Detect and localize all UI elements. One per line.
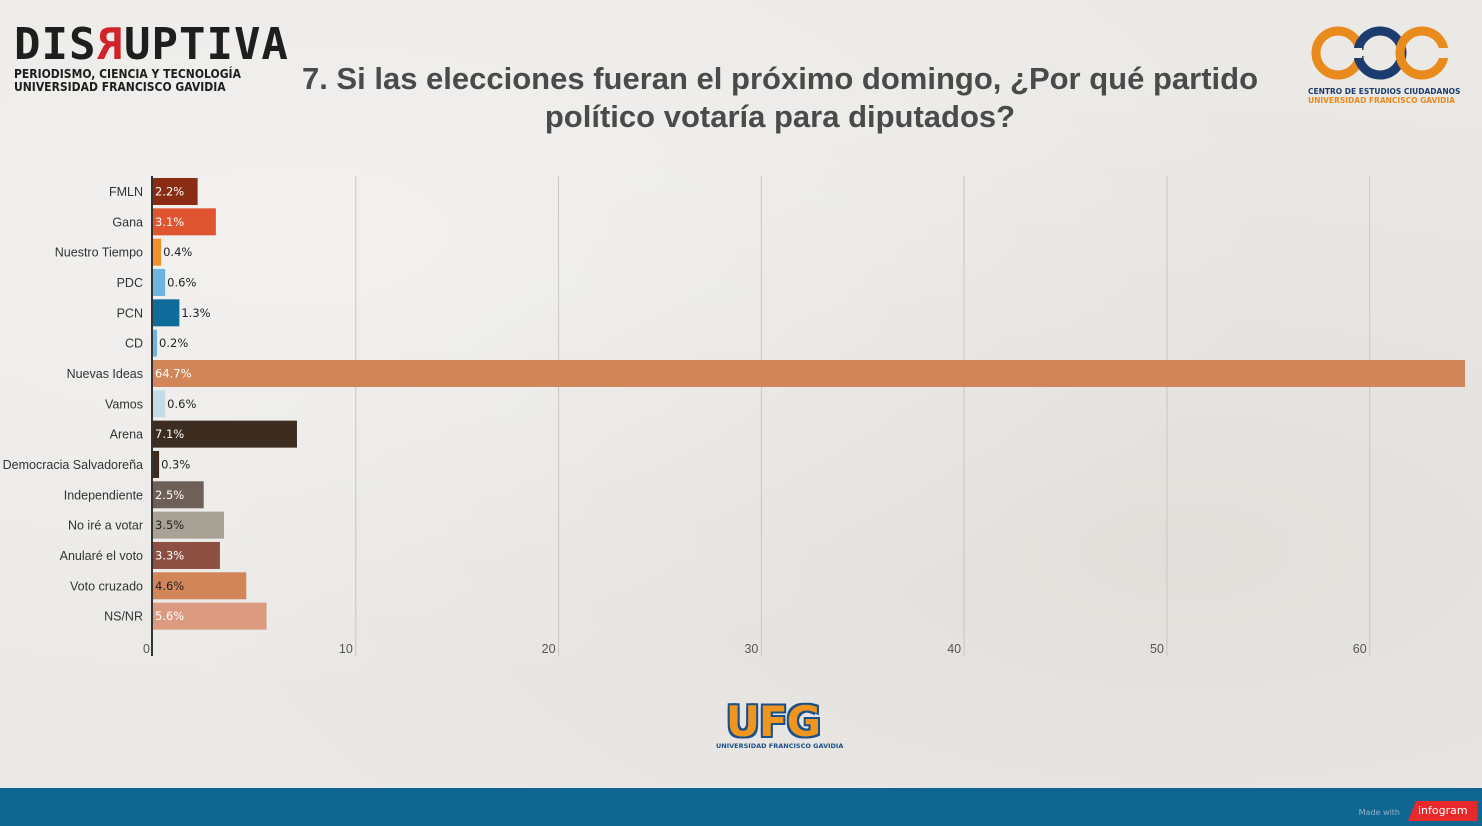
category-label: CD — [125, 337, 143, 351]
category-label: Independiente — [64, 488, 143, 502]
bar — [153, 390, 166, 418]
bar — [153, 602, 267, 630]
value-label: 0.4% — [163, 245, 192, 259]
bar — [153, 511, 224, 539]
bar — [153, 268, 166, 296]
background — [0, 0, 1482, 788]
bar — [153, 208, 216, 236]
value-label: 0.6% — [167, 275, 196, 289]
category-label: PCN — [117, 306, 143, 320]
infogram-badge[interactable]: infogram — [1408, 801, 1478, 821]
ufg-name: UNIVERSIDAD FRANCISCO GAVIDIA — [716, 742, 844, 750]
category-label: No iré a votar — [68, 519, 143, 533]
value-label: 3.5% — [155, 518, 184, 532]
category-label: Voto cruzado — [70, 579, 143, 593]
value-label: 3.3% — [155, 548, 184, 562]
cec-logo-icon — [1311, 26, 1450, 80]
category-label: Democracia Salvadoreña — [3, 458, 143, 472]
x-tick-label: 20 — [542, 642, 556, 656]
category-label: Anularé el voto — [60, 549, 143, 563]
wordmark-reversed-r: R — [96, 19, 124, 70]
x-tick-label: 60 — [1353, 642, 1367, 656]
cec-logo: CENTRO DE ESTUDIOS CIUDADANOS UNIVERSIDA… — [1308, 24, 1461, 105]
value-label: 64.7% — [155, 366, 192, 380]
chart-title: 7. Si las elecciones fueran el próximo d… — [260, 60, 1300, 136]
category-label: PDC — [117, 276, 143, 290]
bar — [153, 420, 297, 448]
category-label: Vamos — [105, 397, 143, 411]
made-with-label: Made with — [1358, 808, 1400, 817]
disruptiva-university: UNIVERSIDAD FRANCISCO GAVIDIA — [14, 80, 226, 94]
disruptiva-logo: DIS R UPTIVA PERIODISMO, CIENCIA Y TECNOLO… — [14, 19, 288, 94]
ufg-logo: UFG UNIVERSIDAD FRANCISCO GAVIDIA — [716, 697, 844, 751]
bar — [153, 238, 162, 266]
ufg-wordmark: UFG — [725, 697, 821, 746]
value-label: 3.1% — [155, 215, 184, 229]
title-line-1: 7. Si las elecciones fueran el próximo d… — [301, 61, 1259, 96]
bar — [153, 299, 180, 327]
x-tick-label: 50 — [1150, 642, 1164, 656]
category-label: Arena — [110, 428, 143, 442]
disruptiva-tagline: PERIODISMO, CIENCIA Y TECNOLOGÍA — [14, 67, 241, 81]
cec-name: CENTRO DE ESTUDIOS CIUDADANOS — [1308, 87, 1461, 96]
value-label: 2.5% — [155, 488, 184, 502]
bar — [153, 481, 204, 509]
bar — [153, 541, 220, 569]
bar — [153, 329, 158, 357]
disruptiva-wordmark: DIS R UPTIVA — [14, 19, 288, 70]
bar — [153, 450, 160, 478]
category-label: Nuevas Ideas — [67, 367, 143, 381]
bar — [153, 572, 247, 600]
title-line-2: político votaría para diputados? — [544, 99, 1016, 134]
x-tick-label: 30 — [744, 642, 758, 656]
value-label: 0.2% — [159, 336, 188, 350]
value-label: 1.3% — [181, 306, 210, 320]
value-label: 4.6% — [155, 579, 184, 593]
x-tick-label: 40 — [947, 642, 961, 656]
value-label: 2.2% — [155, 185, 184, 199]
category-label: FMLN — [109, 185, 143, 199]
bar-chart: 0 10 20 30 40 50 60 FMLN 2.2% Gana 3.1% Nuestro Tie… — [3, 176, 1465, 656]
x-tick-label: 10 — [339, 642, 353, 656]
category-label: Nuestro Tiempo — [55, 246, 143, 260]
cec-university: UNIVERSIDAD FRANCISCO GAVIDIA — [1308, 96, 1455, 105]
value-label: 5.6% — [155, 609, 184, 623]
footer-bar: Made with infogram — [0, 788, 1482, 826]
wordmark-part2: UPTIVA — [123, 19, 289, 70]
category-label: NS/NR — [104, 610, 143, 624]
x-tick-label: 0 — [143, 642, 150, 656]
category-label: Gana — [112, 215, 143, 229]
wordmark-part1: DIS — [14, 19, 97, 70]
value-label: 0.6% — [167, 397, 196, 411]
value-label: 0.3% — [161, 457, 190, 471]
bar — [153, 359, 1465, 387]
bar — [153, 178, 198, 205]
value-label: 7.1% — [155, 427, 184, 441]
